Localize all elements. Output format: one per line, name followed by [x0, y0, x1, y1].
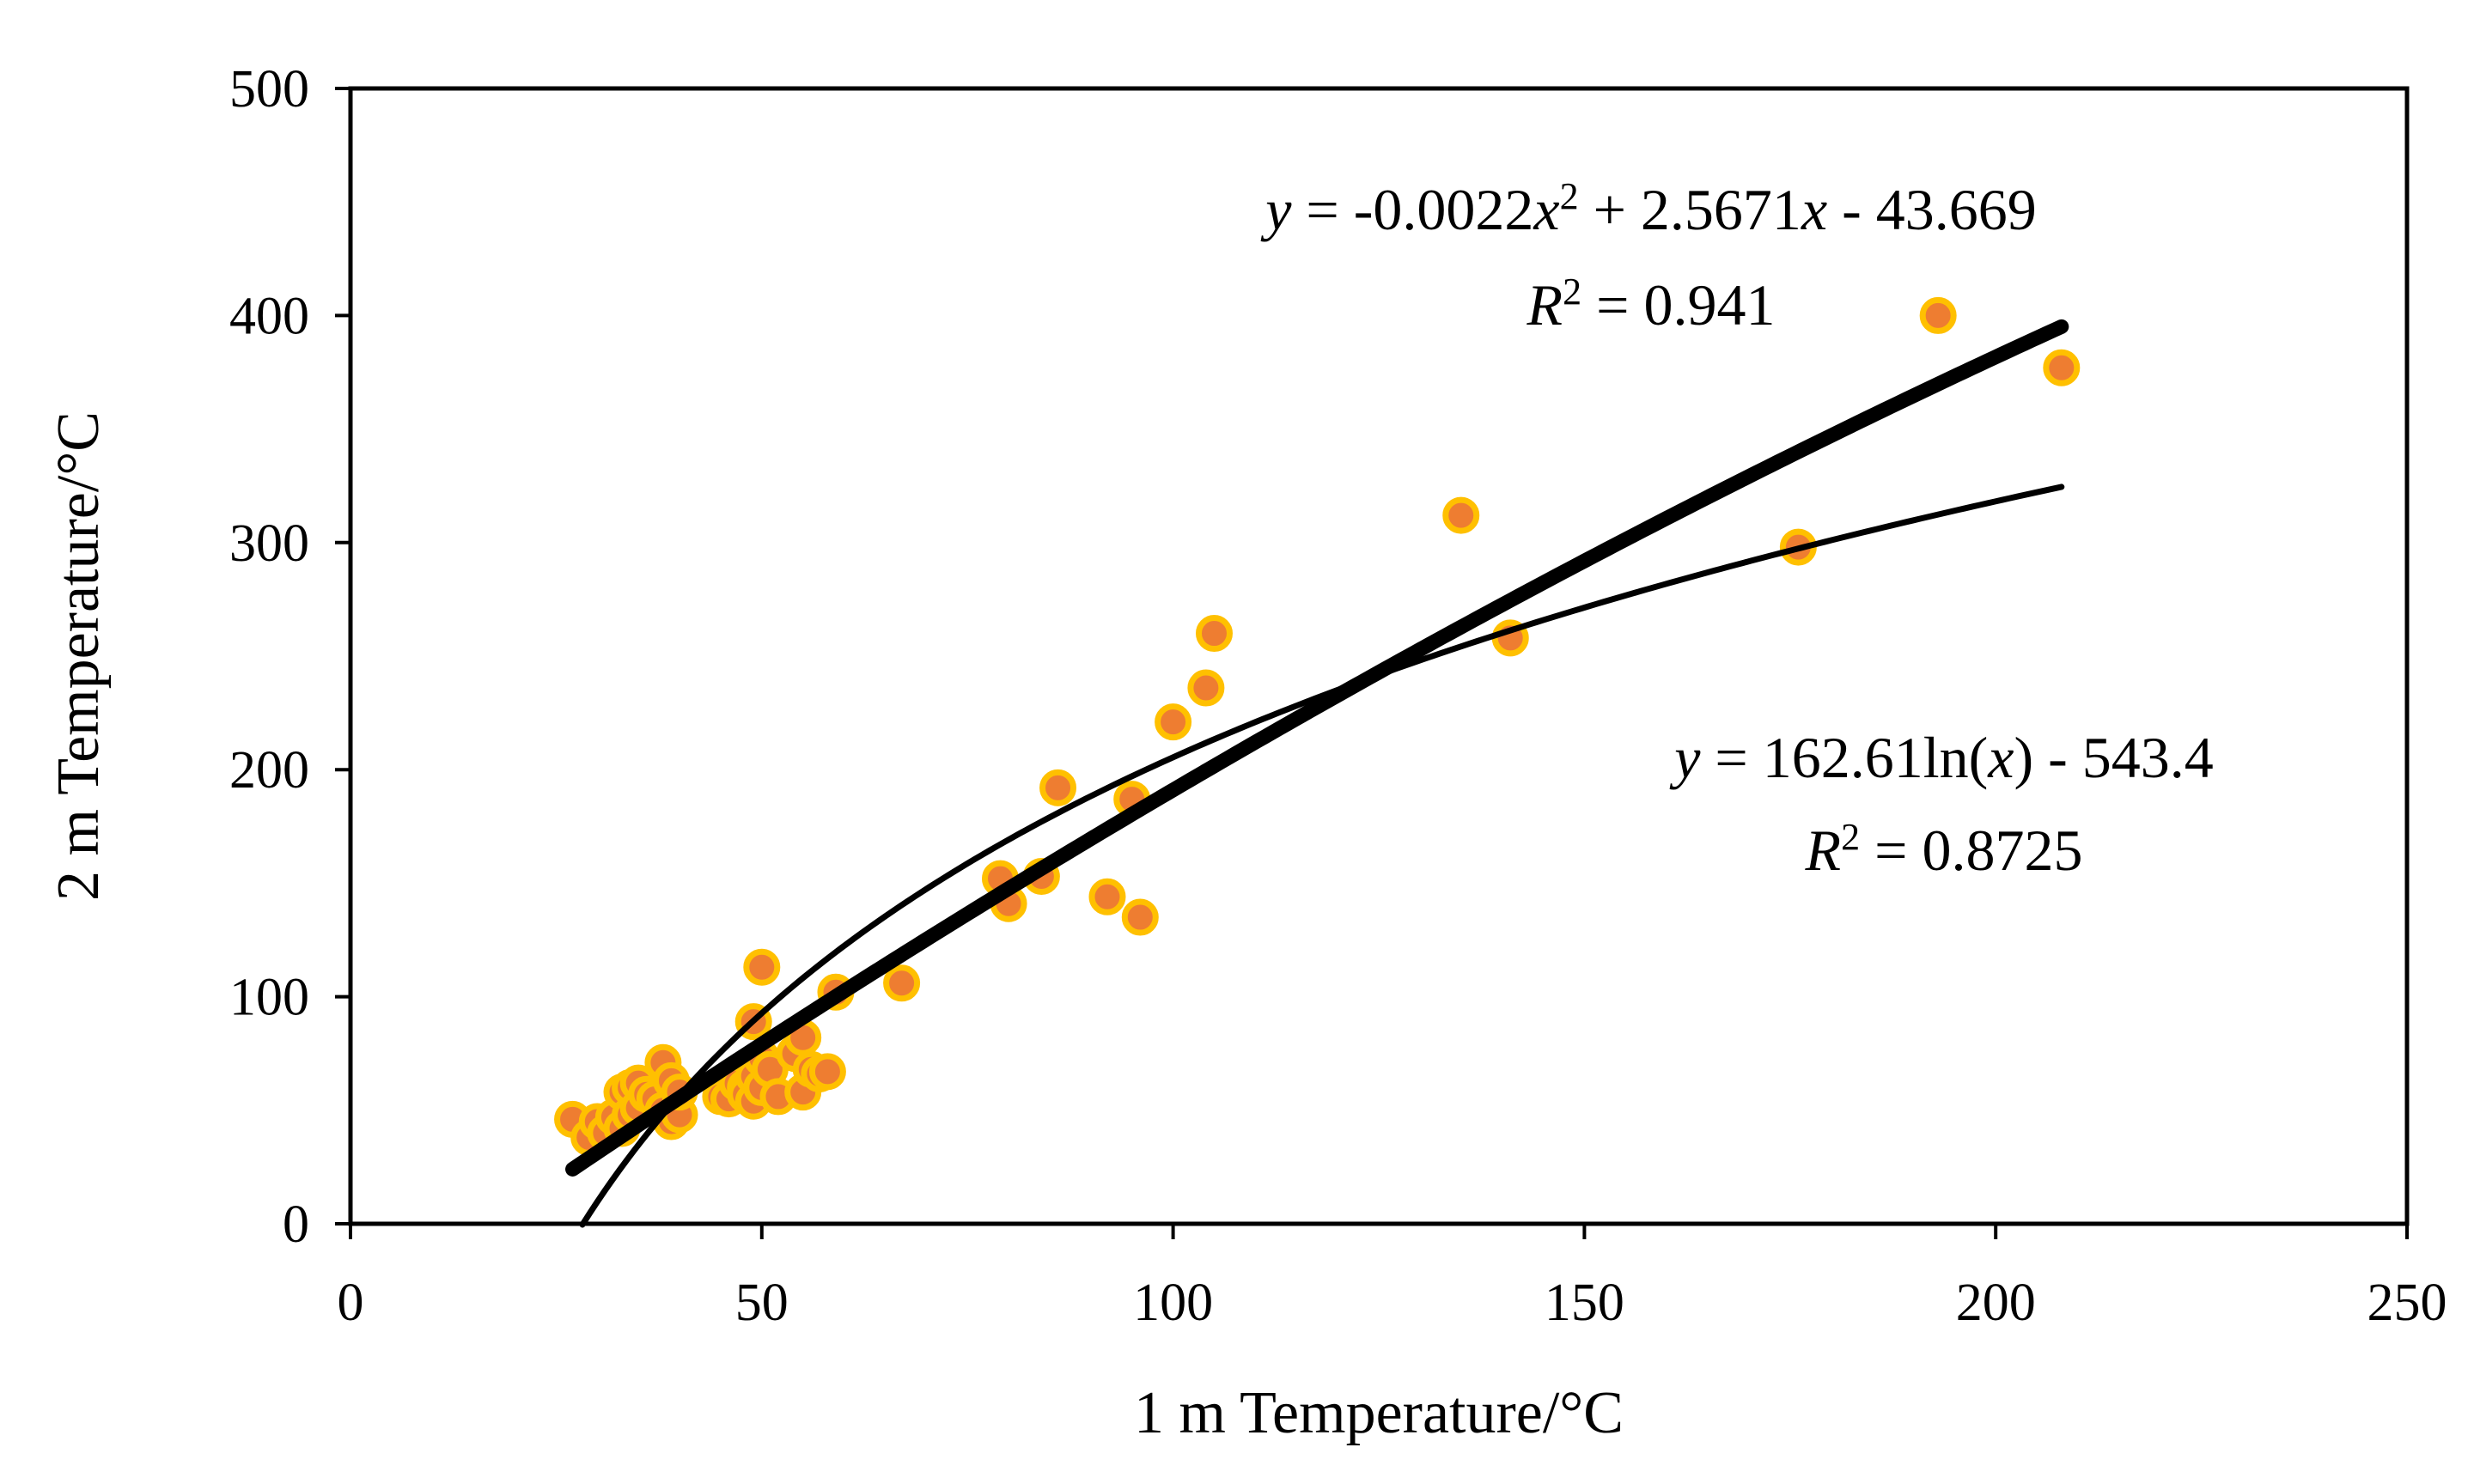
- x-tick-label: 250: [2367, 1274, 2447, 1332]
- x-tick-label: 100: [1133, 1274, 1213, 1332]
- eq-poly-sup1: 2: [1560, 175, 1579, 217]
- data-point: [883, 964, 921, 1002]
- data-point: [1039, 769, 1077, 806]
- data-point: [743, 948, 781, 986]
- data-point: [2043, 349, 2081, 386]
- data-point: [808, 1053, 846, 1091]
- r2-log-R: R: [1805, 818, 1842, 883]
- eq-log-eq: = 162.61ln(: [1700, 725, 1988, 790]
- r2-log-sup: 2: [1841, 816, 1860, 858]
- x-tick-label: 150: [1545, 1274, 1624, 1332]
- data-point: [1919, 296, 1957, 334]
- y-tick-label: 500: [229, 60, 309, 119]
- poly-r2-label: R2 = 0.941: [1527, 271, 1776, 338]
- r2-poly-R: R: [1527, 272, 1563, 338]
- data-point: [1187, 669, 1225, 707]
- plot-area-frame: [348, 86, 2410, 1226]
- log-r2-label: R2 = 0.8725: [1805, 816, 2083, 884]
- r2-log-val: = 0.8725: [1860, 818, 2082, 883]
- eq-poly-eq: = -0.0022: [1291, 177, 1533, 242]
- logarithmic-trendline: [579, 484, 2065, 1228]
- eq-log-tail: ) - 543.4: [2014, 725, 2213, 790]
- y-tick-label: 400: [229, 287, 309, 345]
- y-tick-label: 100: [229, 969, 309, 1027]
- data-point: [1195, 615, 1233, 653]
- data-point: [1442, 496, 1480, 534]
- r2-poly-val: = 0.941: [1581, 272, 1775, 338]
- poly-equation-label: y = -0.0022x2 + 2.5671x - 43.669: [1260, 175, 2037, 243]
- x-axis-ticks: 0 50 100 150 200 250: [338, 1224, 2447, 1332]
- y-tick-label: 300: [229, 514, 309, 573]
- x-tick-label: 0: [338, 1274, 364, 1332]
- x-axis-title: 1 m Temperature/°C: [1134, 1380, 1624, 1446]
- data-point: [1155, 703, 1192, 741]
- y-axis-ticks: 0 100 200 300 400 500: [229, 60, 350, 1254]
- eq-poly-x1: x: [1533, 177, 1559, 242]
- r2-poly-sup: 2: [1563, 271, 1581, 313]
- y-axis-title: 2 m Temperature/°C: [46, 411, 112, 901]
- x-tick-label: 50: [735, 1274, 789, 1332]
- data-point: [1088, 878, 1126, 915]
- eq-poly-mid: + 2.5671: [1579, 177, 1801, 242]
- y-tick-label: 0: [283, 1195, 309, 1254]
- eq-poly-y: y: [1260, 177, 1292, 242]
- eq-poly-x2: x: [1801, 177, 1827, 242]
- y-tick-label: 200: [229, 741, 309, 800]
- log-equation-label: y = 162.61ln(x) - 543.4: [1669, 725, 2214, 790]
- x-tick-label: 200: [1956, 1274, 2036, 1332]
- polynomial-trendline: [565, 319, 2069, 1177]
- eq-poly-tail: - 43.669: [1827, 177, 2037, 242]
- eq-log-y: y: [1669, 725, 1701, 790]
- eq-log-x: x: [1987, 725, 2014, 790]
- trendlines: [565, 319, 2069, 1228]
- data-point: [1121, 898, 1159, 936]
